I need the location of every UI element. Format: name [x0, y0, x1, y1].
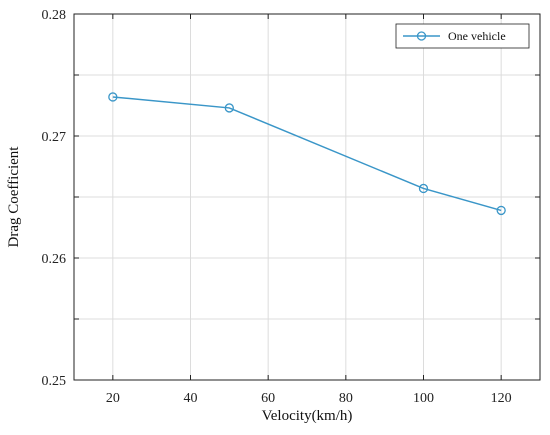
x-tick-label: 20 — [106, 391, 120, 406]
x-tick-label: 80 — [339, 391, 353, 406]
x-tick-label: 100 — [413, 391, 434, 406]
x-tick-label: 40 — [184, 391, 198, 406]
data-point-marker — [418, 183, 429, 194]
x-tick-label: 60 — [261, 391, 275, 406]
y-axis-title: Drag Coefficient — [6, 146, 22, 248]
legend-series-label: One vehicle — [448, 29, 506, 43]
data-point-marker — [108, 92, 118, 102]
legend-series-marker — [416, 31, 427, 41]
x-tick-label: 120 — [491, 391, 512, 406]
x-axis-title: Velocity(km/h) — [262, 408, 353, 424]
data-point-marker — [224, 103, 234, 113]
series-layer — [108, 92, 506, 216]
ticks: 20 40 60 80 100 120 0.25 0.26 0.27 0.28 — [42, 8, 540, 406]
legend: One vehicle — [395, 23, 530, 49]
y-tick-label: 0.26 — [42, 252, 67, 267]
y-tick-label: 0.27 — [42, 130, 67, 145]
series-line — [112, 96, 502, 212]
y-tick-label: 0.25 — [42, 374, 67, 389]
data-point-marker — [496, 205, 506, 216]
y-tick-label: 0.28 — [42, 8, 67, 23]
